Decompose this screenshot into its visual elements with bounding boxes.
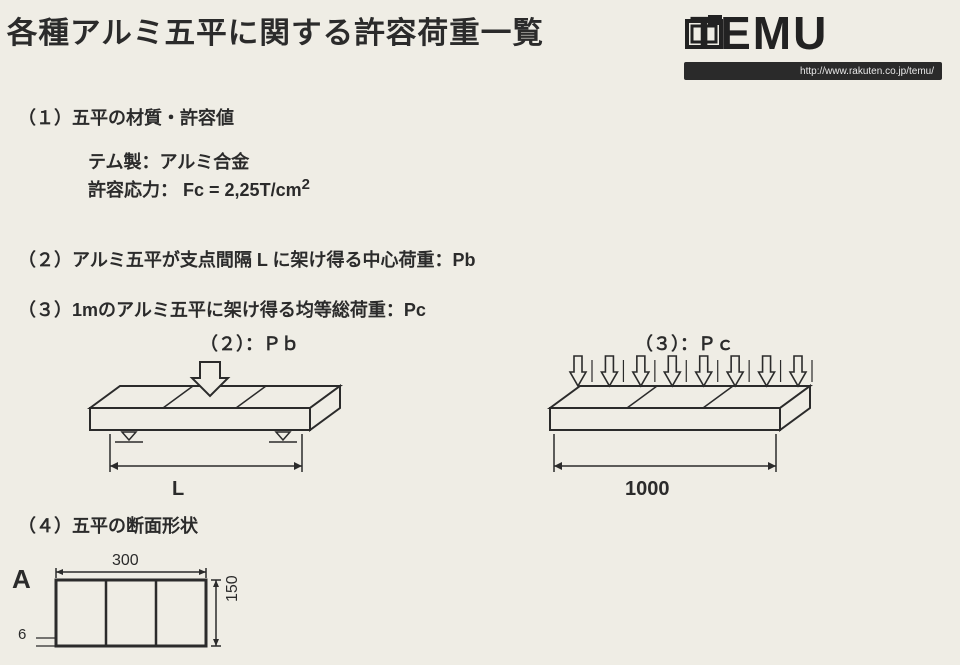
formula-exponent: 2 (302, 176, 310, 193)
section-1-line2: 許容応力： Fc = 2,25T/cm2 (88, 176, 310, 202)
section-1-heading: （１）五平の材質・許容値 (18, 104, 234, 130)
formula-prefix: 許容応力： (88, 180, 178, 200)
diagram-pc (520, 346, 840, 490)
diagram-crosssection (34, 568, 244, 660)
page-title: 各種アルミ五平に関する許容荷重一覧 (7, 8, 544, 52)
section-2-heading: （２）アルミ五平が支点間隔 L に架け得る中心荷重：Pb (18, 246, 476, 272)
logo-top: TEMU (684, 6, 942, 60)
crosssection-label: A (12, 564, 31, 595)
logo-block: TEMU http://www.rakuten.co.jp/temu/ (684, 6, 942, 80)
section-4-heading: （４）五平の断面形状 (18, 512, 198, 538)
logo-url-bar: http://www.rakuten.co.jp/temu/ (684, 62, 942, 80)
section-3-heading: （３）1mのアルミ五平に架け得る均等総荷重：Pc (18, 296, 426, 322)
diagram-pc-span-label: 1000 (625, 478, 670, 501)
logo-url: http://www.rakuten.co.jp/temu/ (800, 66, 934, 77)
dim-wall: 6 (18, 626, 26, 643)
temu-logo-icon (684, 11, 728, 55)
document-page: 各種アルミ五平に関する許容荷重一覧 TEMU http://www.rakute… (0, 0, 960, 665)
section-1-line1: テム製：アルミ合金 (88, 148, 249, 174)
diagram-pb (60, 350, 360, 490)
diagram-pb-span-label: L (172, 478, 184, 501)
formula-body: Fc = 2,25T/cm (183, 180, 302, 200)
